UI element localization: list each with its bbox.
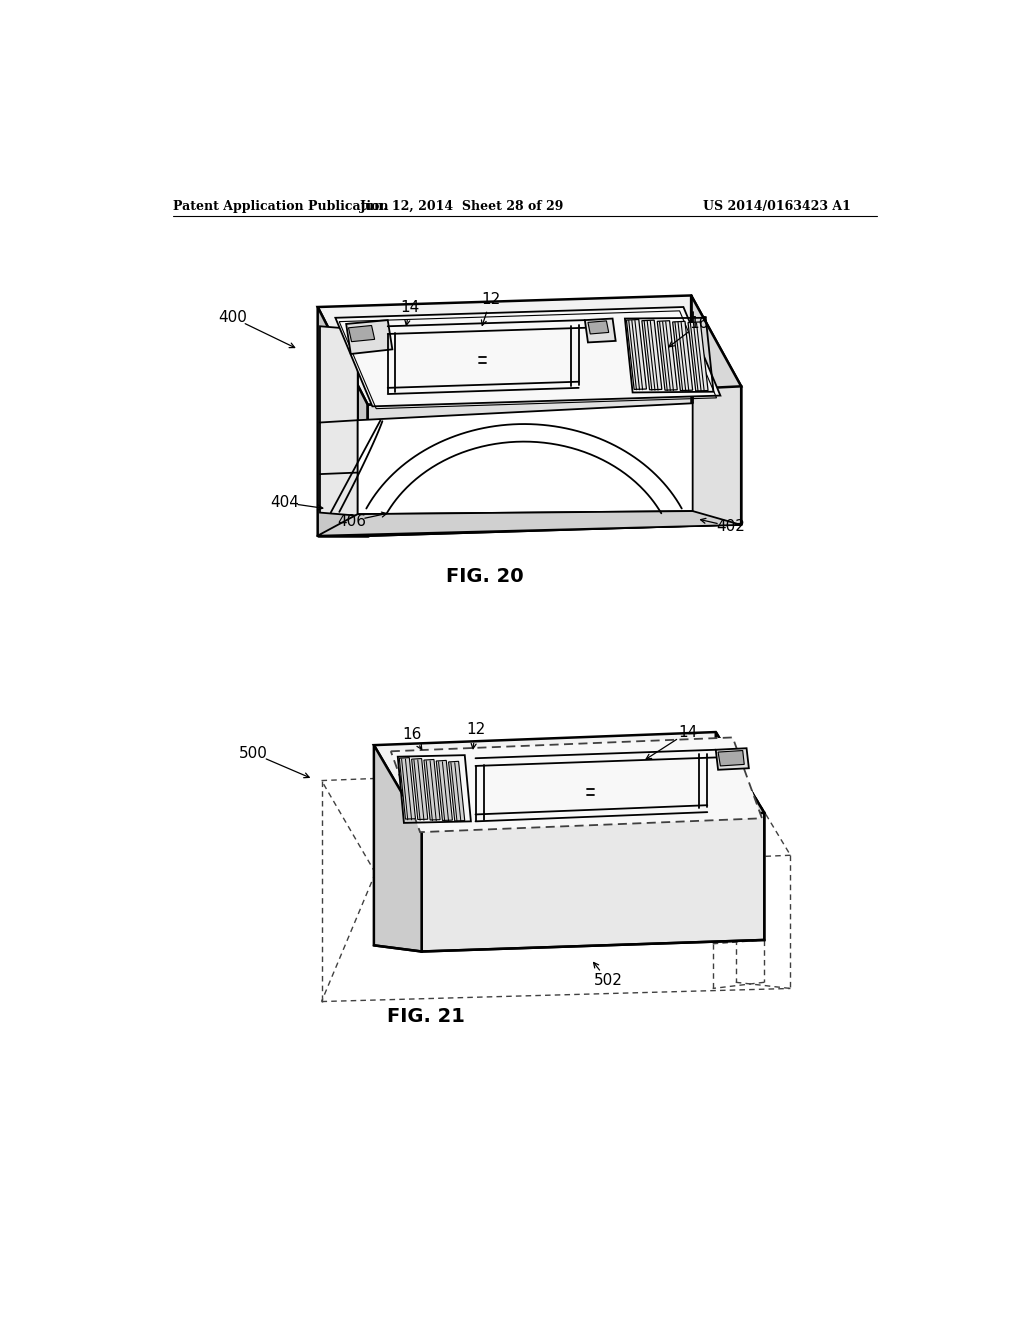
Text: 402: 402	[716, 519, 744, 535]
Text: 406: 406	[337, 513, 366, 528]
Polygon shape	[642, 321, 662, 389]
Polygon shape	[436, 760, 453, 821]
Text: FIG. 20: FIG. 20	[445, 568, 523, 586]
Text: 12: 12	[466, 722, 485, 738]
Polygon shape	[346, 321, 392, 354]
Text: 502: 502	[594, 973, 623, 989]
Polygon shape	[357, 404, 692, 515]
Text: Jun. 12, 2014  Sheet 28 of 29: Jun. 12, 2014 Sheet 28 of 29	[359, 201, 564, 214]
Text: 400: 400	[218, 310, 248, 325]
Text: FIG. 21: FIG. 21	[387, 1007, 465, 1027]
Polygon shape	[368, 387, 741, 536]
Polygon shape	[449, 762, 465, 821]
Polygon shape	[319, 326, 357, 516]
Text: 500: 500	[240, 746, 268, 762]
Polygon shape	[317, 511, 741, 536]
Polygon shape	[391, 738, 762, 832]
Polygon shape	[317, 296, 741, 405]
Polygon shape	[716, 733, 764, 940]
Text: 16: 16	[689, 317, 709, 331]
Polygon shape	[422, 813, 764, 952]
Polygon shape	[627, 319, 646, 389]
Polygon shape	[585, 318, 615, 342]
Polygon shape	[424, 759, 440, 820]
Text: 16: 16	[402, 727, 422, 742]
Polygon shape	[348, 326, 375, 342]
Polygon shape	[374, 744, 422, 952]
Polygon shape	[673, 321, 692, 391]
Text: 12: 12	[481, 292, 501, 306]
Text: Patent Application Publication: Patent Application Publication	[173, 201, 388, 214]
Polygon shape	[718, 751, 744, 766]
Text: US 2014/0163423 A1: US 2014/0163423 A1	[703, 201, 851, 214]
Polygon shape	[317, 308, 368, 536]
Text: 14: 14	[679, 725, 697, 739]
Polygon shape	[657, 321, 677, 391]
Polygon shape	[374, 733, 764, 826]
Polygon shape	[716, 748, 749, 770]
Polygon shape	[412, 759, 428, 820]
Text: 14: 14	[400, 300, 420, 314]
Polygon shape	[688, 322, 708, 391]
Polygon shape	[691, 296, 741, 524]
Polygon shape	[336, 308, 720, 407]
Polygon shape	[399, 758, 416, 818]
Text: 404: 404	[270, 495, 299, 510]
Polygon shape	[588, 321, 608, 334]
